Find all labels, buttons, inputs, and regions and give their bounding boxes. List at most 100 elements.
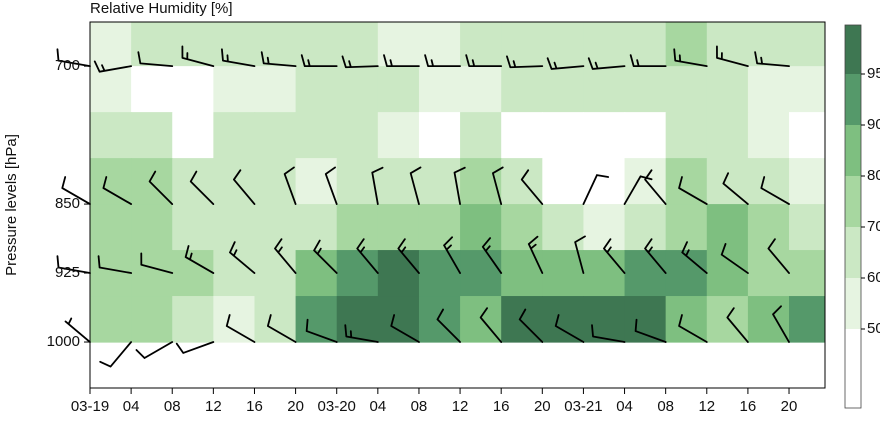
colorbar-label: 80 xyxy=(867,167,880,184)
colorbar-label: 50 xyxy=(867,320,880,337)
colorbar-frame xyxy=(844,24,862,409)
colorbar-label: 95 xyxy=(867,65,880,82)
rh-cell xyxy=(377,22,420,67)
rh-cell xyxy=(583,112,626,159)
rh-cell xyxy=(747,158,790,205)
rh-cell xyxy=(747,296,790,343)
rh-cell xyxy=(583,296,626,343)
wind-barb xyxy=(722,172,749,205)
wind-barb xyxy=(137,51,174,68)
x-tick-label: 12 xyxy=(452,398,469,415)
rh-cell xyxy=(336,66,379,113)
wind-barb xyxy=(300,54,338,68)
rh-cell xyxy=(254,204,297,251)
wind-barb xyxy=(356,238,379,274)
wind-barb xyxy=(184,245,215,274)
rh-cell xyxy=(213,250,256,297)
wind-barb xyxy=(726,307,749,343)
wind-barb xyxy=(64,317,91,343)
rh-cell xyxy=(501,204,543,251)
wind-barb xyxy=(99,341,133,368)
x-tick-label: 04 xyxy=(369,398,386,415)
rh-cell xyxy=(583,66,626,113)
rh-cell xyxy=(583,158,626,205)
rh-cell xyxy=(542,158,585,205)
rh-cell xyxy=(624,22,667,67)
rh-cell xyxy=(418,22,461,67)
wind-barb xyxy=(93,60,133,73)
wind-barb xyxy=(582,174,610,205)
rh-cell xyxy=(624,66,667,113)
wind-barb xyxy=(506,55,544,69)
rh-cell xyxy=(583,204,626,251)
wind-barb xyxy=(591,324,626,343)
wind-barb xyxy=(453,166,466,205)
colorbar-label: 90 xyxy=(867,116,880,133)
wind-barb xyxy=(56,255,91,274)
x-tick-label: 08 xyxy=(164,398,181,415)
colorbar-bin xyxy=(845,329,861,408)
rh-cell xyxy=(706,112,749,159)
wind-barb xyxy=(221,48,256,68)
rh-cell xyxy=(665,250,708,297)
wind-barb xyxy=(644,238,667,274)
rh-cell xyxy=(418,66,461,113)
rh-cell xyxy=(213,66,256,113)
rh-cell xyxy=(131,250,173,297)
rh-cell xyxy=(418,250,461,297)
wind-barb xyxy=(443,236,461,274)
x-tick-label: 20 xyxy=(534,398,551,415)
x-tick-label: 12 xyxy=(205,398,222,415)
rh-cell xyxy=(789,112,825,159)
rh-cell xyxy=(90,22,132,67)
colorbar-bin xyxy=(845,176,861,227)
x-tick-label: 20 xyxy=(781,398,798,415)
rh-cell xyxy=(789,204,825,251)
rh-cell xyxy=(90,158,132,205)
wind-barb xyxy=(603,238,626,274)
rh-field xyxy=(90,22,825,343)
rh-cell xyxy=(789,250,825,297)
rh-cell xyxy=(747,250,790,297)
wind-barb xyxy=(266,314,297,343)
rh-cell xyxy=(789,22,825,67)
rh-cell xyxy=(542,22,585,67)
rh-cell xyxy=(418,112,461,159)
x-tick-label: 08 xyxy=(657,398,674,415)
rh-cell xyxy=(90,250,132,297)
wind-barb xyxy=(225,314,256,343)
wind-barb xyxy=(574,235,586,274)
rh-cell xyxy=(583,22,626,67)
wind-barb xyxy=(520,169,544,205)
rh-cell xyxy=(213,22,256,67)
rh-cell xyxy=(295,250,338,297)
rh-cell xyxy=(624,204,667,251)
rh-cell xyxy=(254,250,297,297)
rh-cell xyxy=(624,250,667,297)
rh-cell xyxy=(624,296,667,343)
rh-cell xyxy=(542,250,585,297)
rh-cell xyxy=(418,158,461,205)
wind-barb xyxy=(233,169,256,205)
wind-barb xyxy=(283,166,297,205)
colorbar-bin xyxy=(845,278,861,329)
wind-barb xyxy=(102,176,133,205)
wind-barb xyxy=(492,166,504,205)
x-tick-label: 12 xyxy=(698,398,715,415)
rh-cell xyxy=(460,66,502,113)
wind-barb xyxy=(260,51,297,68)
wind-barb xyxy=(344,324,379,343)
rh-cell xyxy=(706,204,749,251)
rh-cell xyxy=(336,204,379,251)
wind-barb xyxy=(305,318,338,343)
rh-cell xyxy=(377,204,420,251)
colorbar-bin xyxy=(845,227,861,278)
wind-barb xyxy=(371,166,384,205)
rh-cell xyxy=(172,204,214,251)
x-tick-label: 04 xyxy=(123,398,140,415)
rh-cell xyxy=(542,204,585,251)
wind-barb xyxy=(189,170,215,205)
rh-cell xyxy=(706,250,749,297)
wind-barb xyxy=(587,57,626,70)
